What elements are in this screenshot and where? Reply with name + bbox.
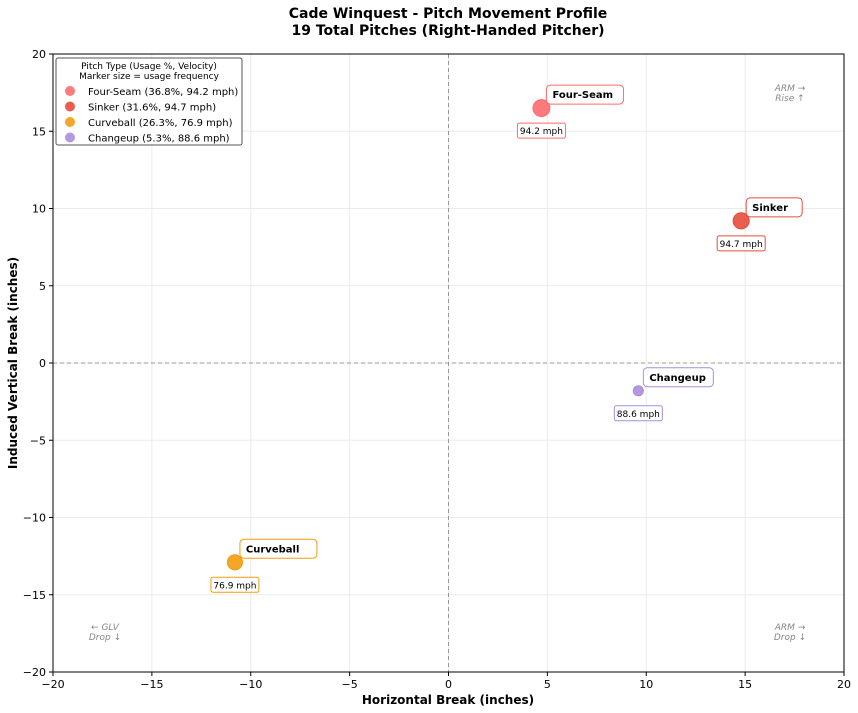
x-tick-label: 10 — [639, 678, 653, 691]
pitch-label: Four-Seam — [552, 90, 613, 101]
velocity-label: 94.2 mph — [520, 127, 563, 137]
x-tick-label: 20 — [837, 678, 851, 691]
legend-entry: Changeup (5.3%, 88.6 mph) — [88, 134, 230, 145]
x-axis-label: Horizontal Break (inches) — [362, 693, 534, 707]
legend-entry: Curveball (26.3%, 76.9 mph) — [88, 118, 233, 129]
corner-annotation: Drop ↓ — [774, 633, 806, 643]
pitch-label: Curveball — [246, 544, 299, 555]
x-tick-label: 5 — [544, 678, 551, 691]
legend-entry: Four-Seam (36.8%, 94.2 mph) — [88, 87, 238, 98]
y-tick-label: −20 — [23, 666, 46, 679]
y-tick-label: −5 — [30, 434, 46, 447]
pitch-point-curveball — [226, 554, 244, 571]
corner-annotation: Drop ↓ — [89, 633, 121, 643]
legend-marker — [65, 101, 75, 112]
pitch-label: Sinker — [752, 203, 788, 214]
x-tick-label: −5 — [342, 678, 358, 691]
pitch-label-box — [745, 197, 803, 218]
velocity-label-box — [210, 576, 260, 593]
legend-box — [55, 57, 243, 146]
x-tick-label: 0 — [445, 678, 452, 691]
x-tick-label: −10 — [239, 678, 262, 691]
x-tick-label: −20 — [41, 678, 64, 691]
corner-annotation: ARM → — [774, 84, 806, 94]
x-tick-label: −15 — [140, 678, 163, 691]
velocity-label: 76.9 mph — [213, 581, 256, 591]
velocity-label-box — [613, 405, 663, 422]
y-tick-label: 10 — [32, 203, 46, 216]
legend-title: Pitch Type (Usage %, Velocity) — [81, 62, 217, 72]
legend-entry: Sinker (31.6%, 94.7 mph) — [88, 103, 216, 114]
y-tick-label: −15 — [23, 589, 46, 602]
corner-annotation: ← GLV — [91, 623, 120, 633]
pitch-label-box — [642, 367, 714, 388]
pitch-point-sinker — [732, 212, 750, 230]
legend-marker — [65, 132, 75, 143]
y-tick-label: −10 — [23, 512, 46, 525]
y-tick-label: 20 — [32, 48, 46, 61]
velocity-label-box — [516, 122, 566, 139]
corner-annotation: Rise ↑ — [775, 94, 804, 104]
y-tick-label: 0 — [39, 357, 46, 370]
legend-marker — [65, 117, 75, 127]
pitch-label: Changeup — [649, 373, 706, 384]
legend-subtitle: Marker size = usage frequency — [79, 72, 220, 82]
legend-marker — [65, 86, 75, 96]
pitch-point-four-seam — [532, 99, 551, 118]
pitch-label-box — [545, 84, 624, 105]
pitch-label-box — [239, 538, 318, 559]
x-tick-label: 15 — [738, 678, 752, 691]
y-axis-label: Induced Vertical Break (inches) — [6, 257, 20, 469]
y-tick-label: 5 — [39, 280, 46, 293]
chart-title: Cade Winquest - Pitch Movement Profile — [289, 6, 608, 22]
velocity-label: 94.7 mph — [720, 240, 763, 250]
velocity-label-box — [716, 235, 766, 252]
y-tick-label: 15 — [32, 125, 46, 138]
corner-annotation: ARM → — [774, 623, 806, 633]
chart-subtitle: 19 Total Pitches (Right-Handed Pitcher) — [291, 23, 604, 39]
pitch-point-changeup — [632, 385, 644, 397]
velocity-label: 88.6 mph — [617, 410, 660, 420]
